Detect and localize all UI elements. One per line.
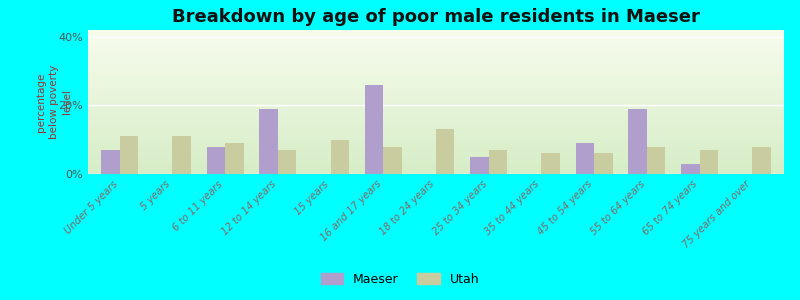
Title: Breakdown by age of poor male residents in Maeser: Breakdown by age of poor male residents … bbox=[172, 8, 700, 26]
Legend: Maeser, Utah: Maeser, Utah bbox=[315, 268, 485, 291]
Bar bbox=[330, 140, 349, 174]
Bar bbox=[278, 150, 296, 174]
Bar bbox=[383, 147, 402, 174]
Bar bbox=[470, 157, 489, 174]
Bar bbox=[172, 136, 191, 174]
Bar bbox=[225, 143, 243, 174]
Bar bbox=[120, 136, 138, 174]
Bar bbox=[101, 150, 120, 174]
Bar bbox=[700, 150, 718, 174]
Bar bbox=[576, 143, 594, 174]
Bar bbox=[647, 147, 666, 174]
Bar bbox=[752, 147, 771, 174]
Bar bbox=[681, 164, 700, 174]
Bar bbox=[629, 109, 647, 174]
Bar bbox=[436, 129, 454, 174]
Bar bbox=[542, 153, 560, 174]
Bar bbox=[489, 150, 507, 174]
Bar bbox=[365, 85, 383, 174]
Y-axis label: percentage
below poverty
level: percentage below poverty level bbox=[36, 65, 73, 139]
Bar bbox=[594, 153, 613, 174]
Bar bbox=[206, 147, 225, 174]
Bar bbox=[259, 109, 278, 174]
